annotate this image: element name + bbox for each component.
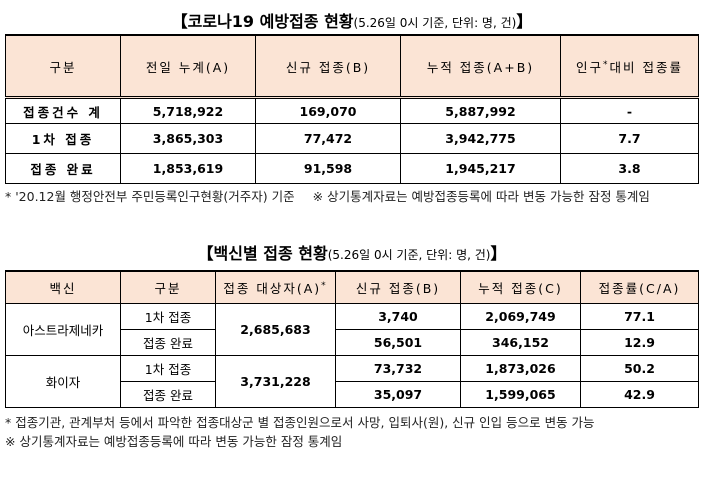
- note: ※ 상기통계자료는 예방접종등록에 따라 변동 가능한 잠정 통계임: [312, 189, 650, 204]
- table-cell: 1,945,217: [400, 153, 561, 184]
- table-cell: 169,070: [255, 97, 401, 124]
- table-cell: 접종건수 계: [5, 97, 121, 124]
- target-count: 2,685,683: [215, 303, 336, 356]
- header-cell: 백신: [5, 270, 121, 304]
- note: ※ 상기통계자료는 예방접종등록에 따라 변동 가능한 잠정 통계임: [5, 434, 343, 449]
- table-cell: 77,472: [255, 123, 401, 154]
- header-cell: 누적 접종(A+B): [400, 34, 561, 99]
- table-row: 접종 완료 35,097 1,599,065 42.9: [6, 381, 699, 408]
- title-sub: (5.26일 0시 기준, 단위: 명, 건): [327, 248, 491, 262]
- title: 【백신별 접종 현황(5.26일 0시 기준, 단위: 명, 건)】: [0, 240, 704, 264]
- table: 백신 구분 접종 대상자(A)* 신규 접종(B) 누적 접종(C) 접종률(C/A)…: [5, 270, 699, 408]
- header-cell: 신규 접종(B): [255, 34, 401, 99]
- table-cell: 3,942,775: [400, 123, 561, 154]
- header-cell: 누적 접종(C): [460, 270, 581, 304]
- note: * '20.12월 행정안전부 주민등록인구현황(거주자) 기준: [5, 189, 295, 204]
- table-cell: 2,069,749: [460, 303, 581, 330]
- table-cell: 91,598: [255, 153, 401, 184]
- vaccine-name: 아스트라제네카: [5, 303, 121, 356]
- table-cell: 1,853,619: [120, 153, 256, 184]
- table-cell: 5,718,922: [120, 97, 256, 124]
- table-row: 1차 접종 3,865,303 77,472 3,942,775 7.7: [5, 123, 699, 154]
- header-cell: 접종 대상자(A)*: [215, 270, 336, 304]
- table-cell: 1,599,065: [460, 381, 581, 408]
- table-cell: 73,732: [335, 355, 461, 382]
- table-row: 접종건수 계 5,718,922 169,070 5,887,992-: [5, 97, 699, 124]
- header-cell: 구분: [120, 270, 216, 304]
- table-cell: 5,887,992: [400, 97, 561, 124]
- title: 【코로나19 예방접종 현황(5.26일 0시 기준, 단위: 명, 건)】: [0, 8, 704, 32]
- tbody: 백신 구분 접종 대상자(A)* 신규 접종(B) 누적 접종(C) 접종률(C/A): [5, 270, 699, 304]
- table-row: 접종 완료 1,853,619 91,598 1,945,217 3.8: [5, 153, 699, 184]
- header-cell: 접종률(C/A): [580, 270, 699, 304]
- target-count: 3,731,228: [215, 355, 336, 408]
- table-cell: 3,865,303: [120, 123, 256, 154]
- table-cell: 3,740: [335, 303, 461, 330]
- table-cell: 42.9: [580, 381, 699, 408]
- table-row: 아스트라제네카 1차 접종 2,685,683 3,740 2,069,749 77.1: [5, 303, 699, 356]
- table-cell: 1,873,026: [460, 355, 581, 382]
- tbody: 구분 전일 누계(A) 신규 접종(B) 누적 접종(A+B) 인구*대비 접종률: [5, 34, 699, 99]
- table-cell: 346,152: [460, 329, 581, 356]
- header-row: 백신 구분 접종 대상자(A)* 신규 접종(B) 누적 접종(C) 접종률(C/A): [5, 270, 699, 304]
- title-main: 【코로나19 예방접종 현황: [171, 12, 354, 31]
- header-row: 구분 전일 누계(A) 신규 접종(B) 누적 접종(A+B) 인구*대비 접종률: [5, 34, 699, 99]
- table-cell: 접종 완료: [120, 329, 216, 356]
- table-cell: 77.1: [580, 303, 699, 330]
- table-cell: 1차 접종: [5, 123, 121, 154]
- table-cell: 56,501: [335, 329, 461, 356]
- superscript: *: [603, 59, 610, 70]
- table-cell: 50.2: [580, 355, 699, 382]
- table-cell: 접종 완료: [5, 153, 121, 184]
- table-cell: 7.7: [560, 123, 699, 154]
- header-cell: 구분: [5, 34, 121, 99]
- header-text: 대비 접종률: [609, 59, 683, 75]
- vaccine-name: 화이자: [5, 355, 121, 408]
- table-cell: 1차 접종: [120, 355, 216, 382]
- header-cell: 인구*대비 접종률: [560, 34, 699, 99]
- title-close: 】: [516, 12, 533, 31]
- title-main: 【백신별 접종 현황: [197, 244, 328, 263]
- table-cell: 접종 완료: [120, 381, 216, 408]
- table-row: 접종 완료 56,501 346,152 12.9: [6, 329, 699, 356]
- header-cell: 전일 누계(A): [120, 34, 256, 99]
- notes: * 접종기관, 관계부처 등에서 파악한 접종대상군 별 접종인원으로서 사망,…: [5, 413, 702, 451]
- superscript: *: [321, 280, 328, 291]
- notes: * '20.12월 행정안전부 주민등록인구현황(거주자) 기준 ※ 상기통계자료…: [5, 187, 702, 206]
- header-text: 인구: [576, 59, 604, 75]
- title-sub: (5.26일 0시 기준, 단위: 명, 건): [353, 16, 517, 30]
- title-close: 】: [490, 244, 507, 263]
- table-cell: 35,097: [335, 381, 461, 408]
- table-row: 화이자 1차 접종 3,731,228 73,732 1,873,026 50.2: [5, 355, 699, 408]
- note: * 접종기관, 관계부처 등에서 파악한 접종대상군 별 접종인원으로서 사망,…: [5, 415, 595, 430]
- header-cell: 신규 접종(B): [335, 270, 461, 304]
- table-cell: -: [560, 97, 699, 124]
- header-text: 접종 대상자(A): [223, 281, 322, 296]
- table: 구분 전일 누계(A) 신규 접종(B) 누적 접종(A+B) 인구*대비 접종률 접…: [5, 34, 699, 184]
- table-cell: 12.9: [580, 329, 699, 356]
- table-cell: 1차 접종: [120, 303, 216, 330]
- table-cell: 3.8: [560, 153, 699, 184]
